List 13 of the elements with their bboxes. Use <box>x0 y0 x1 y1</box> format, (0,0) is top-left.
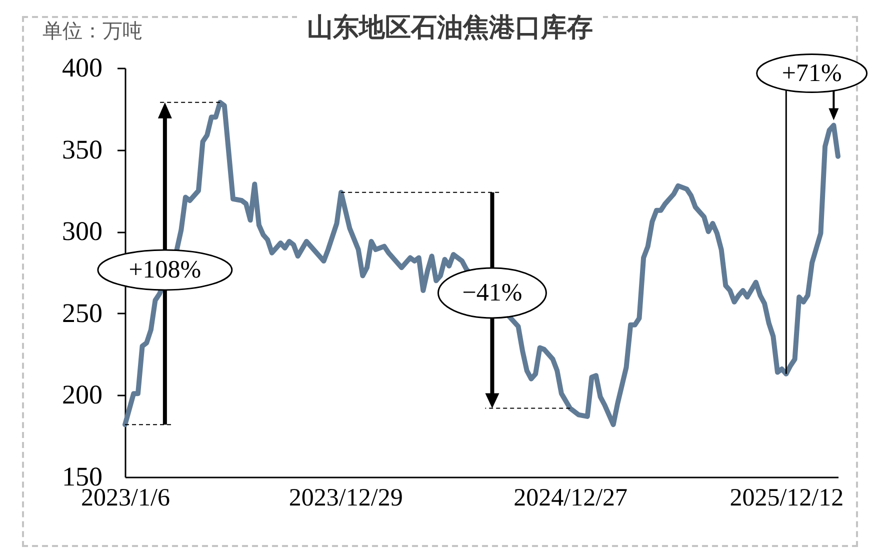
annotation: +108% <box>128 256 202 284</box>
y-tick-label: 200 <box>62 380 102 410</box>
annotation: +71% <box>782 60 842 87</box>
y-tick-label: 300 <box>62 216 102 246</box>
y-tick-label: 400 <box>62 52 102 82</box>
y-tick-label: 350 <box>62 134 102 164</box>
annotation: −41% <box>462 279 522 306</box>
chart-title: 山东地区石油焦港口库存 <box>297 13 603 42</box>
x-tick-label: 2025/12/12 <box>730 484 844 512</box>
y-tick-label: 250 <box>62 298 102 328</box>
x-tick-label: 2024/12/27 <box>514 484 628 512</box>
x-tick-label: 2023/12/29 <box>288 484 403 512</box>
y-axis-title: 单位：万吨 <box>42 20 142 42</box>
